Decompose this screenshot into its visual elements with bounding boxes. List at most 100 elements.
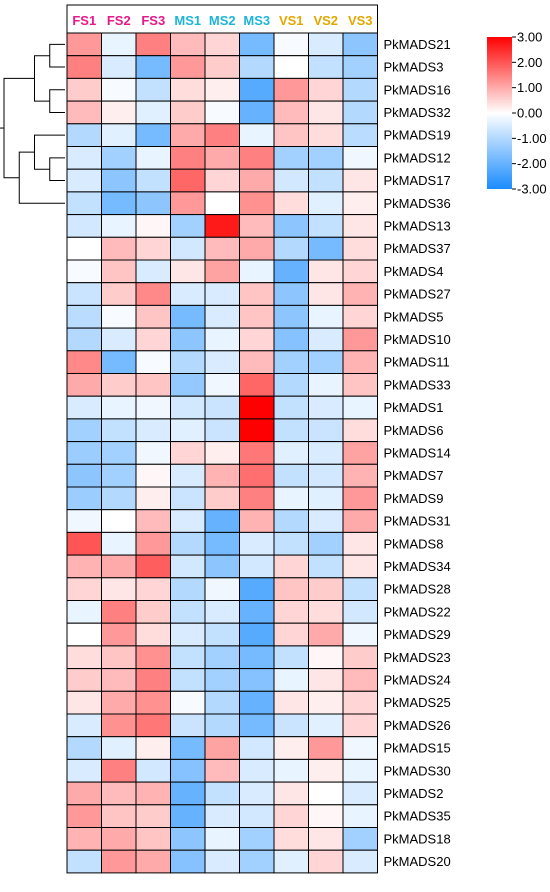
row-label-pkmads35: PkMADS35 bbox=[384, 809, 451, 824]
heatmap-cell bbox=[273, 554, 309, 579]
heatmap-cell bbox=[308, 168, 344, 193]
heatmap-cell bbox=[101, 418, 137, 443]
heatmap-cell bbox=[66, 668, 102, 692]
heatmap-cell bbox=[170, 304, 206, 329]
heatmap-cell bbox=[273, 645, 309, 670]
heatmap-cell bbox=[135, 713, 171, 738]
heatmap-cell bbox=[204, 327, 240, 352]
heatmap-cell bbox=[308, 713, 344, 738]
heatmap-cell bbox=[66, 146, 102, 170]
heatmap-cell bbox=[204, 781, 240, 806]
heatmap-cell bbox=[342, 236, 378, 261]
row-label-pkmads19: PkMADS19 bbox=[384, 128, 451, 143]
heatmap-cell bbox=[342, 282, 378, 306]
heatmap-cell bbox=[204, 236, 240, 261]
heatmap-cell bbox=[101, 373, 137, 397]
heatmap-cell bbox=[239, 32, 275, 57]
heatmap-cell bbox=[66, 463, 102, 488]
heatmap-cell bbox=[308, 236, 344, 261]
heatmap-cell bbox=[66, 123, 102, 148]
heatmap-cell bbox=[170, 554, 206, 579]
heatmap-cell bbox=[66, 191, 102, 216]
heatmap-cell bbox=[135, 736, 171, 760]
heatmap-cell bbox=[273, 77, 309, 102]
heatmap-cell bbox=[135, 55, 171, 79]
heatmap-cell bbox=[135, 531, 171, 556]
row-label-pkmads10: PkMADS10 bbox=[384, 332, 451, 347]
heatmap-cell bbox=[204, 509, 240, 533]
heatmap-cell bbox=[66, 804, 102, 828]
heatmap-cell bbox=[66, 395, 102, 420]
heatmap-cell bbox=[239, 55, 275, 79]
heatmap-cell bbox=[66, 758, 102, 783]
heatmap-cell bbox=[273, 282, 309, 306]
dendrogram-branch bbox=[49, 89, 65, 113]
heatmap-cell bbox=[170, 236, 206, 261]
heatmap-cell bbox=[273, 32, 309, 57]
heatmap-cell bbox=[342, 486, 378, 511]
row-label-pkmads2: PkMADS2 bbox=[384, 786, 444, 801]
heatmap-cell bbox=[101, 350, 137, 374]
heatmap-cell bbox=[239, 486, 275, 511]
heatmap-cell bbox=[170, 282, 206, 306]
heatmap-cell bbox=[308, 350, 344, 374]
heatmap-cell bbox=[308, 804, 344, 828]
heatmap-cell bbox=[273, 531, 309, 556]
column-label-vs1: VS1 bbox=[279, 13, 304, 28]
heatmap-cell bbox=[239, 622, 275, 647]
heatmap-cell bbox=[239, 736, 275, 760]
heatmap-cell bbox=[342, 736, 378, 760]
heatmap-cell bbox=[239, 804, 275, 828]
heatmap-cell bbox=[308, 418, 344, 443]
heatmap-cell bbox=[342, 55, 378, 79]
heatmap-cell bbox=[66, 554, 102, 579]
heatmap-cell bbox=[101, 77, 137, 102]
heatmap-cell bbox=[273, 304, 309, 329]
heatmap-cell bbox=[239, 645, 275, 670]
heatmap-cell bbox=[135, 804, 171, 828]
column-label-fs2: FS2 bbox=[107, 13, 131, 28]
heatmap-cell bbox=[66, 690, 102, 715]
heatmap-cell bbox=[239, 282, 275, 306]
legend-tick-label: -2.00 bbox=[517, 156, 547, 171]
heatmap-cell bbox=[239, 554, 275, 579]
heatmap-cell bbox=[66, 600, 102, 624]
heatmap-cell bbox=[170, 690, 206, 715]
legend-tick-label: 1.00 bbox=[517, 80, 542, 95]
heatmap-cell bbox=[308, 736, 344, 760]
row-label-pkmads23: PkMADS23 bbox=[384, 650, 451, 665]
heatmap-cell bbox=[204, 395, 240, 420]
heatmap-cell bbox=[204, 55, 240, 79]
heatmap-cell bbox=[239, 214, 275, 238]
heatmap-cell bbox=[101, 690, 137, 715]
heatmap-cell bbox=[342, 77, 378, 102]
heatmap-cell bbox=[66, 168, 102, 193]
heatmap-cell bbox=[135, 77, 171, 102]
heatmap-cell bbox=[135, 645, 171, 670]
heatmap-cell bbox=[66, 373, 102, 397]
heatmap-cell bbox=[101, 577, 137, 601]
row-label-pkmads37: PkMADS37 bbox=[384, 241, 451, 256]
heatmap-cell bbox=[66, 350, 102, 374]
heatmap-cell bbox=[170, 668, 206, 692]
heatmap-cell bbox=[66, 77, 102, 102]
heatmap-cell bbox=[342, 214, 378, 238]
heatmap-cell bbox=[101, 441, 137, 465]
heatmap-cell bbox=[239, 418, 275, 443]
row-label-pkmads31: PkMADS31 bbox=[384, 514, 451, 529]
heatmap-cell bbox=[273, 690, 309, 715]
heatmap-cell bbox=[101, 282, 137, 306]
heatmap-cell bbox=[101, 304, 137, 329]
heatmap-cell bbox=[273, 259, 309, 284]
heatmap-cell bbox=[273, 509, 309, 533]
heatmap-cell bbox=[170, 214, 206, 238]
heatmap-cell bbox=[66, 100, 102, 125]
heatmap-cell bbox=[239, 509, 275, 533]
row-label-pkmads12: PkMADS12 bbox=[384, 150, 451, 165]
heatmap-cell bbox=[239, 236, 275, 261]
heatmap-cell bbox=[342, 781, 378, 806]
row-label-pkmads26: PkMADS26 bbox=[384, 718, 451, 733]
heatmap-cell bbox=[170, 827, 206, 851]
heatmap-cell bbox=[135, 214, 171, 238]
heatmap-cell bbox=[308, 327, 344, 352]
